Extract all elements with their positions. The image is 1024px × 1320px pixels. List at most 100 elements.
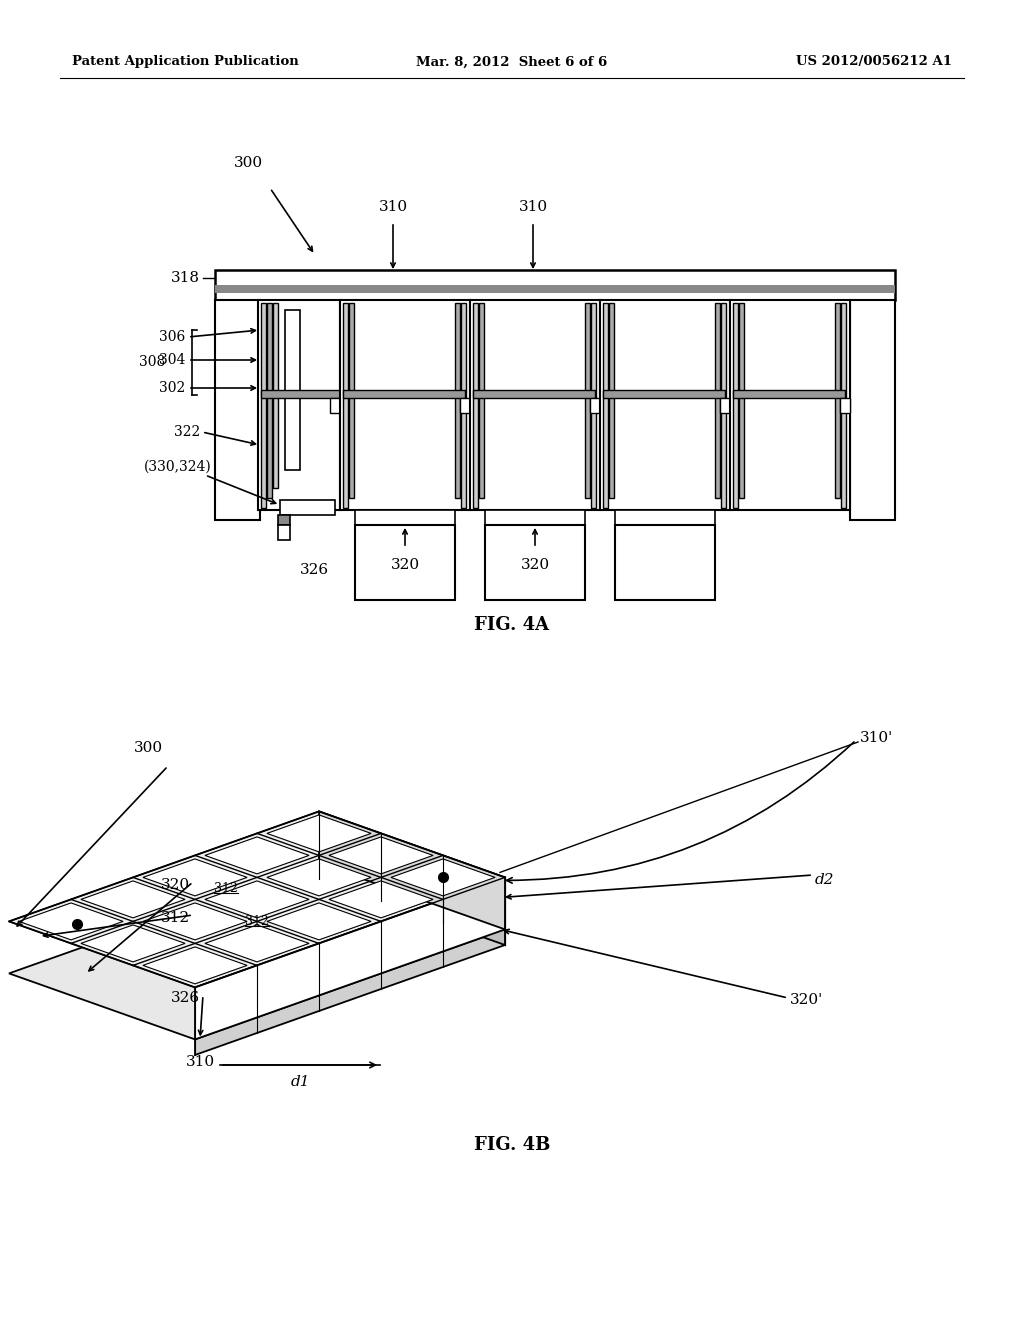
Bar: [733, 389, 845, 399]
Text: 312: 312: [245, 915, 269, 928]
Bar: [355, 525, 455, 601]
Text: 310: 310: [186, 1055, 215, 1069]
Bar: [715, 304, 720, 498]
Text: Mar. 8, 2012  Sheet 6 of 6: Mar. 8, 2012 Sheet 6 of 6: [417, 55, 607, 69]
Bar: [615, 525, 715, 601]
Bar: [609, 304, 614, 498]
Polygon shape: [18, 903, 123, 940]
Polygon shape: [402, 886, 421, 900]
Polygon shape: [391, 859, 495, 896]
Bar: [485, 525, 585, 601]
Bar: [721, 304, 726, 508]
Text: Patent Application Publication: Patent Application Publication: [72, 55, 299, 69]
Bar: [215, 285, 895, 293]
Polygon shape: [205, 925, 309, 962]
Bar: [591, 304, 596, 508]
Text: 320': 320': [790, 993, 823, 1007]
Polygon shape: [341, 973, 359, 987]
Polygon shape: [143, 946, 247, 983]
Bar: [850, 300, 895, 520]
Polygon shape: [81, 925, 185, 962]
Bar: [603, 389, 725, 399]
Polygon shape: [9, 863, 505, 1039]
Text: 326: 326: [171, 991, 200, 1005]
Bar: [615, 510, 715, 525]
Bar: [461, 304, 466, 508]
Bar: [479, 304, 484, 498]
Bar: [473, 304, 478, 508]
Bar: [278, 515, 290, 525]
Bar: [585, 304, 590, 498]
Polygon shape: [341, 863, 359, 878]
Text: 310': 310': [860, 731, 893, 744]
Text: 312: 312: [214, 882, 238, 895]
Text: US 2012/0056212 A1: US 2012/0056212 A1: [796, 55, 952, 69]
Text: 320: 320: [520, 558, 550, 572]
Text: 308: 308: [138, 355, 165, 370]
Polygon shape: [465, 907, 483, 921]
Polygon shape: [279, 995, 297, 1010]
Bar: [261, 304, 266, 508]
Bar: [343, 304, 348, 508]
Bar: [215, 271, 895, 300]
Text: FIG. 4A: FIG. 4A: [474, 616, 550, 634]
Bar: [600, 300, 730, 510]
Bar: [267, 304, 272, 498]
Text: (330,324): (330,324): [144, 459, 212, 474]
Polygon shape: [81, 880, 185, 917]
Polygon shape: [267, 859, 371, 896]
Text: 300: 300: [133, 741, 163, 755]
Text: 320: 320: [390, 558, 420, 572]
Polygon shape: [9, 812, 505, 987]
Bar: [603, 304, 608, 508]
Bar: [473, 389, 595, 399]
Bar: [355, 510, 455, 525]
Text: 312: 312: [161, 911, 190, 925]
Polygon shape: [319, 812, 505, 929]
Bar: [280, 500, 335, 515]
Polygon shape: [267, 814, 371, 851]
Bar: [273, 304, 278, 488]
Bar: [840, 399, 850, 413]
Bar: [470, 300, 600, 510]
Bar: [261, 389, 340, 399]
Bar: [739, 304, 744, 498]
Polygon shape: [205, 837, 309, 874]
Bar: [841, 304, 846, 508]
Text: 310: 310: [379, 201, 408, 214]
Bar: [485, 510, 585, 525]
Bar: [278, 525, 290, 540]
Text: 302: 302: [159, 381, 185, 395]
Text: 326: 326: [299, 564, 329, 577]
Bar: [340, 300, 470, 510]
Bar: [835, 304, 840, 498]
Bar: [343, 389, 465, 399]
Bar: [258, 300, 340, 510]
Text: 310: 310: [518, 201, 548, 214]
Text: d2: d2: [815, 873, 835, 887]
Text: 322: 322: [174, 425, 200, 440]
Polygon shape: [465, 929, 483, 944]
Text: FIG. 4B: FIG. 4B: [474, 1137, 550, 1154]
Polygon shape: [319, 863, 505, 945]
Polygon shape: [143, 903, 247, 940]
Bar: [590, 399, 600, 413]
Polygon shape: [195, 929, 505, 1055]
Bar: [460, 399, 470, 413]
Polygon shape: [143, 859, 247, 896]
Text: 300: 300: [233, 156, 262, 170]
Text: 306: 306: [159, 330, 185, 345]
Bar: [330, 399, 340, 413]
Bar: [733, 304, 738, 508]
Text: 304: 304: [159, 352, 185, 367]
Bar: [215, 300, 260, 520]
Polygon shape: [267, 903, 371, 940]
Polygon shape: [205, 880, 309, 917]
Polygon shape: [402, 952, 421, 966]
Bar: [720, 399, 730, 413]
Polygon shape: [217, 1018, 236, 1032]
Text: d1: d1: [290, 1074, 309, 1089]
Bar: [285, 310, 300, 470]
Polygon shape: [329, 880, 433, 917]
Polygon shape: [329, 837, 433, 874]
